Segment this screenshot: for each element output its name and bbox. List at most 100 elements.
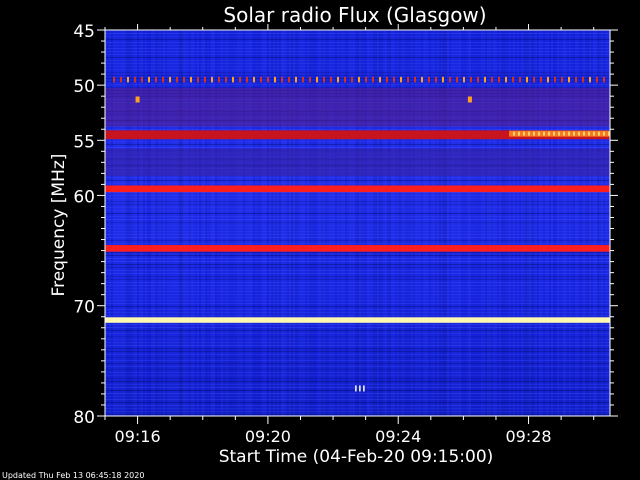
noise-stripe xyxy=(405,30,407,416)
noise-stripe xyxy=(169,30,171,416)
noise-stripe xyxy=(431,30,433,416)
noise-stripe xyxy=(559,30,561,416)
noise-stripe xyxy=(407,30,409,416)
noise-stripe xyxy=(485,30,487,416)
dotted-band-mark xyxy=(449,76,451,83)
noise-stripe xyxy=(259,30,261,416)
bright-patch-mark xyxy=(513,131,515,136)
noise-stripe xyxy=(349,30,351,416)
noise-stripe xyxy=(313,30,315,416)
noise-stripe xyxy=(553,30,555,416)
noise-line xyxy=(105,201,610,202)
noise-stripe xyxy=(597,30,599,416)
noise-stripe xyxy=(475,30,477,416)
noise-stripe xyxy=(419,30,421,416)
noise-stripe xyxy=(153,30,155,416)
dotted-band-mark xyxy=(533,76,535,83)
noise-line xyxy=(105,330,610,331)
noise-stripe xyxy=(161,30,163,416)
noise-stripe xyxy=(333,30,335,416)
dotted-band-mark xyxy=(225,76,227,83)
noise-stripe xyxy=(107,30,109,416)
noise-stripe xyxy=(529,30,531,416)
dotted-band-mark xyxy=(351,76,353,83)
dotted-band-mark xyxy=(162,76,164,83)
noise-line xyxy=(105,33,610,34)
noise-stripe xyxy=(437,30,439,416)
noise-stripe xyxy=(263,30,265,416)
dotted-band-mark xyxy=(400,76,402,83)
noise-stripe xyxy=(491,30,493,416)
dotted-band-mark xyxy=(344,76,346,83)
noise-stripe xyxy=(127,30,129,416)
dotted-band-mark xyxy=(603,76,605,83)
noise-stripe xyxy=(355,30,357,416)
noise-stripe xyxy=(155,30,157,416)
noise-stripe xyxy=(245,30,247,416)
bright-patch-mark xyxy=(533,131,535,136)
noise-stripe xyxy=(443,30,445,416)
noise-stripe xyxy=(105,30,107,416)
noise-line xyxy=(105,372,610,373)
dotted-band-mark xyxy=(498,76,500,83)
noise-stripe xyxy=(123,30,125,416)
noise-stripe xyxy=(447,30,449,416)
noise-line xyxy=(105,141,610,142)
noise-stripe xyxy=(273,30,275,416)
dotted-band-mark xyxy=(176,76,178,83)
noise-stripe xyxy=(217,30,219,416)
dotted-band-mark xyxy=(246,76,248,83)
noise-stripe xyxy=(329,30,331,416)
noise-stripe xyxy=(513,30,515,416)
noise-stripe xyxy=(289,30,291,416)
noise-stripe xyxy=(241,30,243,416)
noise-stripe xyxy=(191,30,193,416)
dotted-band-mark xyxy=(568,76,570,83)
noise-stripe xyxy=(593,30,595,416)
noise-stripe xyxy=(159,30,161,416)
dotted-band-mark xyxy=(330,76,332,83)
noise-stripe xyxy=(503,30,505,416)
noise-stripe xyxy=(205,30,207,416)
noise-stripe xyxy=(119,30,121,416)
noise-line xyxy=(105,87,610,88)
noise-line xyxy=(105,279,610,280)
noise-stripe xyxy=(455,30,457,416)
noise-line xyxy=(105,39,610,40)
noise-line xyxy=(105,348,610,349)
bright-patch-mark xyxy=(583,131,585,136)
dotted-band-mark xyxy=(554,76,556,83)
noise-line xyxy=(105,243,610,244)
noise-stripe xyxy=(565,30,567,416)
noise-stripe xyxy=(541,30,543,416)
noise-line xyxy=(105,60,610,61)
dotted-band-mark xyxy=(589,76,591,83)
noise-stripe xyxy=(591,30,593,416)
noise-stripe xyxy=(277,30,279,416)
noise-stripe xyxy=(303,30,305,416)
noise-stripe xyxy=(243,30,245,416)
noise-line xyxy=(105,387,610,388)
noise-stripe xyxy=(549,30,551,416)
noise-stripe xyxy=(537,30,539,416)
noise-stripe xyxy=(509,30,511,416)
noise-lines xyxy=(105,30,610,415)
noise-line xyxy=(105,183,610,184)
dotted-band-mark xyxy=(596,76,598,83)
noise-stripe xyxy=(391,30,393,416)
noise-stripe xyxy=(307,30,309,416)
y-tick-label: 70 xyxy=(73,298,95,318)
dotted-band-mark xyxy=(372,76,374,83)
noise-stripe xyxy=(343,30,345,416)
noise-stripe xyxy=(351,30,353,416)
noise-line xyxy=(105,72,610,73)
noise-stripe xyxy=(255,30,257,416)
noise-stripe xyxy=(267,30,269,416)
y-tick-label: 60 xyxy=(73,187,95,207)
noise-stripe xyxy=(587,30,589,416)
burst-tick xyxy=(355,385,357,392)
noise-line xyxy=(105,177,610,178)
noise-stripe xyxy=(341,30,343,416)
noise-line xyxy=(105,315,610,316)
noise-line xyxy=(105,144,610,145)
